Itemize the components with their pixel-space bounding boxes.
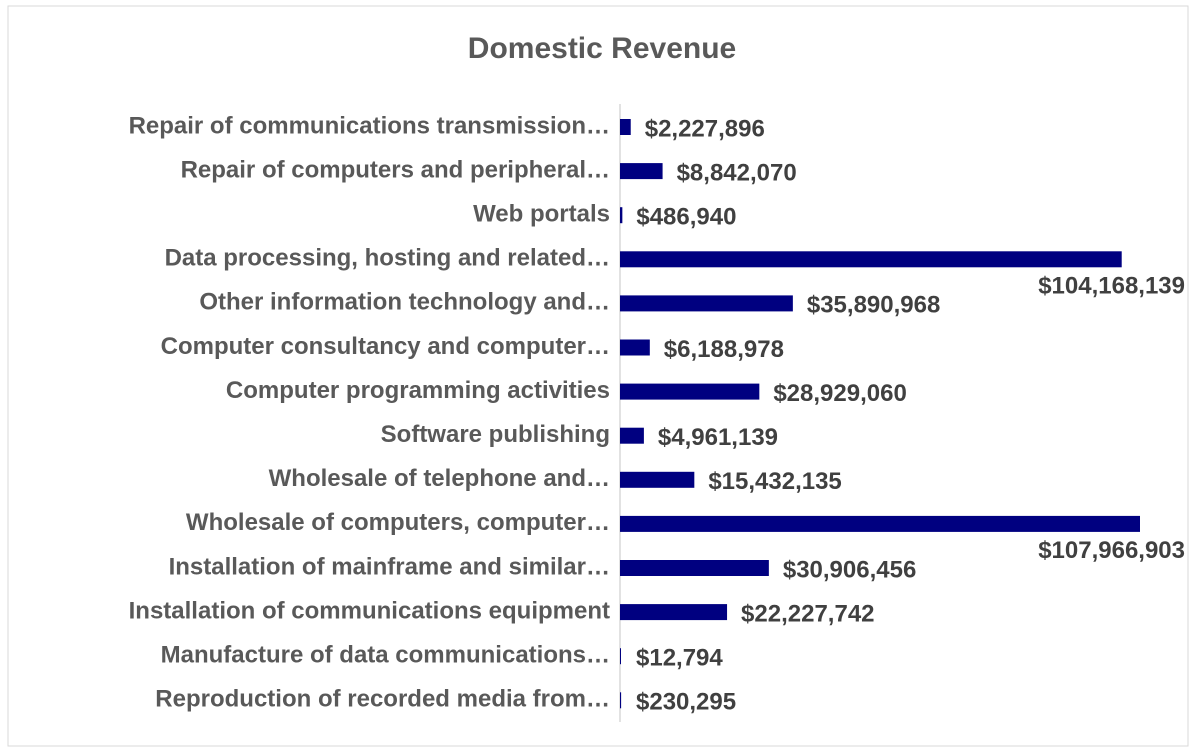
y-tick-label: Computer consultancy and computer… xyxy=(161,333,610,360)
data-label: $104,168,139 xyxy=(1038,273,1185,300)
bar xyxy=(620,295,793,312)
y-tick-label: Computer programming activities xyxy=(226,377,610,404)
data-label: $35,890,968 xyxy=(807,292,940,319)
data-label: $230,295 xyxy=(636,689,736,716)
y-tick-label: Repair of computers and peripheral… xyxy=(181,156,610,183)
bar xyxy=(620,648,621,665)
y-tick-label: Manufacture of data communications… xyxy=(161,642,610,669)
data-label: $12,794 xyxy=(636,645,723,672)
bar xyxy=(620,692,622,709)
y-tick-label: Data processing, hosting and related… xyxy=(165,245,610,272)
y-tick-label: Web portals xyxy=(473,201,610,228)
data-label: $486,940 xyxy=(636,204,736,231)
y-tick-label: Wholesale of telephone and… xyxy=(269,465,610,492)
y-tick-label: Software publishing xyxy=(381,421,610,448)
bar xyxy=(620,471,695,488)
bar xyxy=(620,427,644,444)
data-label: $2,227,896 xyxy=(645,115,765,142)
y-tick-label: Repair of communications transmission… xyxy=(129,112,610,139)
y-tick-label: Reproduction of recorded media from… xyxy=(155,686,610,713)
bar xyxy=(620,515,1140,532)
y-tick-label: Installation of communications equipment xyxy=(129,597,610,624)
y-tick-label: Installation of mainframe and similar… xyxy=(169,553,610,580)
data-label: $4,961,139 xyxy=(658,424,778,451)
y-tick-label: Other information technology and… xyxy=(199,289,610,316)
bar xyxy=(620,383,760,400)
chart-border xyxy=(7,5,1189,747)
bar xyxy=(620,207,623,224)
data-label: $6,188,978 xyxy=(664,336,784,363)
data-label: $15,432,135 xyxy=(708,468,841,495)
data-label: $107,966,903 xyxy=(1038,537,1185,564)
data-label: $28,929,060 xyxy=(773,380,906,407)
chart-title: Domestic Revenue xyxy=(468,32,736,65)
data-label: $22,227,742 xyxy=(741,600,874,627)
bar xyxy=(620,251,1122,268)
bar xyxy=(620,163,663,180)
bar xyxy=(620,604,728,621)
bar xyxy=(620,119,631,135)
data-label: $8,842,070 xyxy=(677,159,797,186)
data-label: $30,906,456 xyxy=(783,556,916,583)
bar xyxy=(620,560,769,576)
bar xyxy=(620,339,650,356)
y-tick-label: Wholesale of computers, computer… xyxy=(186,509,610,536)
